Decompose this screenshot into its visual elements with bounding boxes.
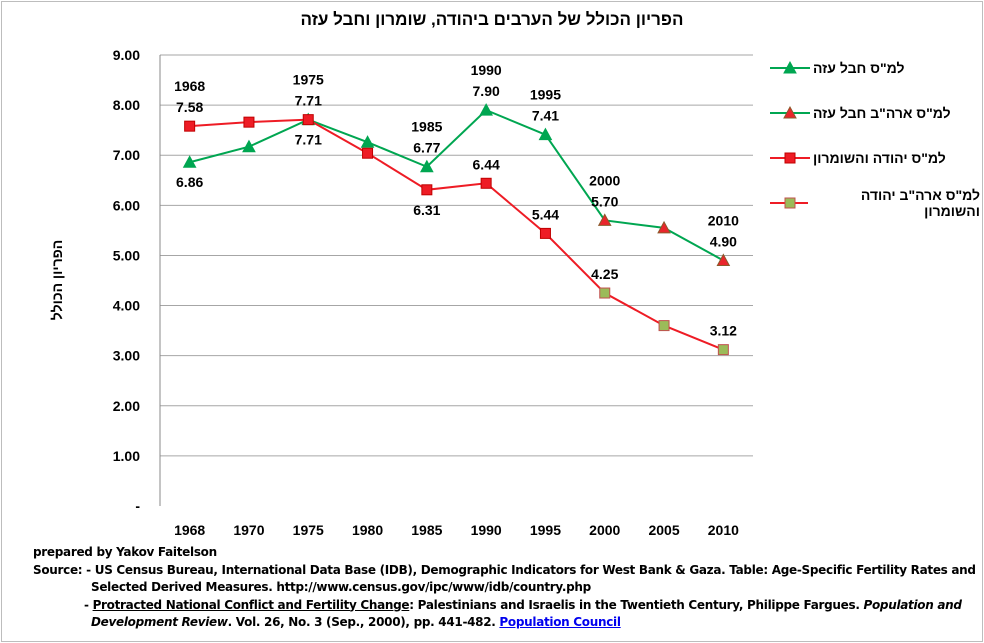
data-point <box>599 287 611 299</box>
data-label: 7.58 <box>176 99 203 115</box>
source-1-cont: Selected Derived Measures. http://www.ce… <box>91 580 591 594</box>
y-axis-label: הפריון הכולל <box>49 240 65 321</box>
source-prefix: Source: - <box>33 562 95 577</box>
x-tick-label: 2000 <box>589 522 620 538</box>
legend-square-icon <box>770 152 810 164</box>
data-point <box>302 114 314 126</box>
data-point <box>360 135 375 148</box>
data-label: 7.71 <box>295 132 322 148</box>
data-label: 6.31 <box>413 202 440 218</box>
data-point <box>538 127 553 141</box>
data-point <box>539 227 551 239</box>
legend-item: למ"ס חבל עזה <box>770 58 905 78</box>
source-2-text: : Palestinians and Israelis in the Twent… <box>409 597 864 612</box>
data-label: 1985 <box>411 119 442 135</box>
data-point <box>658 320 670 332</box>
data-label: 5.70 <box>591 193 618 209</box>
journal-name: Population and <box>863 597 962 612</box>
data-label: 2010 <box>708 212 739 228</box>
x-tick-label: 2005 <box>648 522 679 538</box>
y-tick-label: 2.00 <box>113 398 140 414</box>
data-label: 6.77 <box>413 140 440 156</box>
data-label: 7.71 <box>295 93 322 109</box>
data-label: 1975 <box>293 72 324 88</box>
legend-label: למ"ס ארה"ב חבל עזה <box>813 105 951 121</box>
data-label: 7.90 <box>473 83 500 99</box>
legend-label: למ"ס ארה"ב יהודה והשומרון <box>860 187 980 219</box>
data-label: 6.86 <box>176 174 203 190</box>
data-point <box>362 147 374 159</box>
legend-label: למ"ס יהודה והשומרון <box>813 150 946 166</box>
data-label: 4.25 <box>591 266 618 282</box>
x-tick-label: 1975 <box>293 522 324 538</box>
data-label: 1995 <box>530 87 561 103</box>
x-tick-label: 1970 <box>233 522 264 538</box>
data-label: 3.12 <box>710 323 737 339</box>
data-label: 2000 <box>589 172 620 188</box>
legend-label: למ"ס חבל עזה <box>813 60 905 76</box>
source-1: US Census Bureau, International Data Bas… <box>94 562 976 577</box>
x-tick-label: 1990 <box>471 522 502 538</box>
x-tick-label: 1985 <box>411 522 442 538</box>
dash: - <box>84 597 93 612</box>
source-2-title: Protracted National Conflict and Fertili… <box>92 597 410 612</box>
y-tick-label: 1.00 <box>113 448 140 464</box>
data-label: 6.44 <box>473 156 500 172</box>
data-label: 1990 <box>471 62 502 78</box>
data-point <box>717 344 729 356</box>
data-point <box>420 159 434 173</box>
data-point <box>480 177 492 189</box>
y-tick-label: 8.00 <box>113 97 140 113</box>
data-point <box>184 120 196 132</box>
data-point <box>597 213 612 226</box>
series-line <box>189 118 724 351</box>
legend-item: למ"ס ארה"ב חבל עזה <box>770 103 951 123</box>
source-notes: prepared by Yakov Faitelson Source: - US… <box>33 544 976 632</box>
prepared-by: prepared by Yakov Faitelson <box>33 545 217 559</box>
y-tick-label: 3.00 <box>113 348 140 364</box>
data-label: 7.41 <box>532 108 559 124</box>
legend-square-icon <box>770 197 808 209</box>
data-point <box>182 155 197 168</box>
data-point <box>243 116 255 128</box>
data-point <box>242 139 256 153</box>
legend-item: למ"ס ארה"ב יהודה והשומרון <box>770 187 980 219</box>
series-line <box>189 108 724 262</box>
y-tick-label: - <box>135 498 140 514</box>
x-tick-label: 1980 <box>352 522 383 538</box>
chart-title: הפריון הכולל של הערבים ביהודה, שומרון וח… <box>300 10 684 29</box>
journal-name-cont: Development Review <box>91 615 228 629</box>
y-tick-label: 4.00 <box>113 298 140 314</box>
data-label: 1968 <box>174 78 205 94</box>
data-label: 5.44 <box>532 206 559 222</box>
data-label: 4.90 <box>710 233 737 249</box>
y-tick-label: 6.00 <box>113 197 140 213</box>
x-tick-label: 2010 <box>708 522 739 538</box>
population-council-link[interactable]: Population Council <box>499 615 621 629</box>
x-tick-label: 1995 <box>530 522 561 538</box>
y-tick-label: 5.00 <box>113 247 140 263</box>
source-2-tail: . Vol. 26, No. 3 (Sep., 2000), pp. 441-4… <box>227 615 500 629</box>
data-point <box>657 220 671 234</box>
y-tick-label: 9.00 <box>113 47 140 63</box>
data-point <box>421 184 433 196</box>
legend-triangle-icon <box>770 60 810 74</box>
legend-item: למ"ס יהודה והשומרון <box>770 148 946 168</box>
legend-triangle-icon <box>770 105 810 119</box>
x-tick-label: 1968 <box>174 522 205 538</box>
data-point <box>716 253 731 266</box>
y-tick-label: 7.00 <box>113 147 140 163</box>
data-point <box>479 103 493 116</box>
